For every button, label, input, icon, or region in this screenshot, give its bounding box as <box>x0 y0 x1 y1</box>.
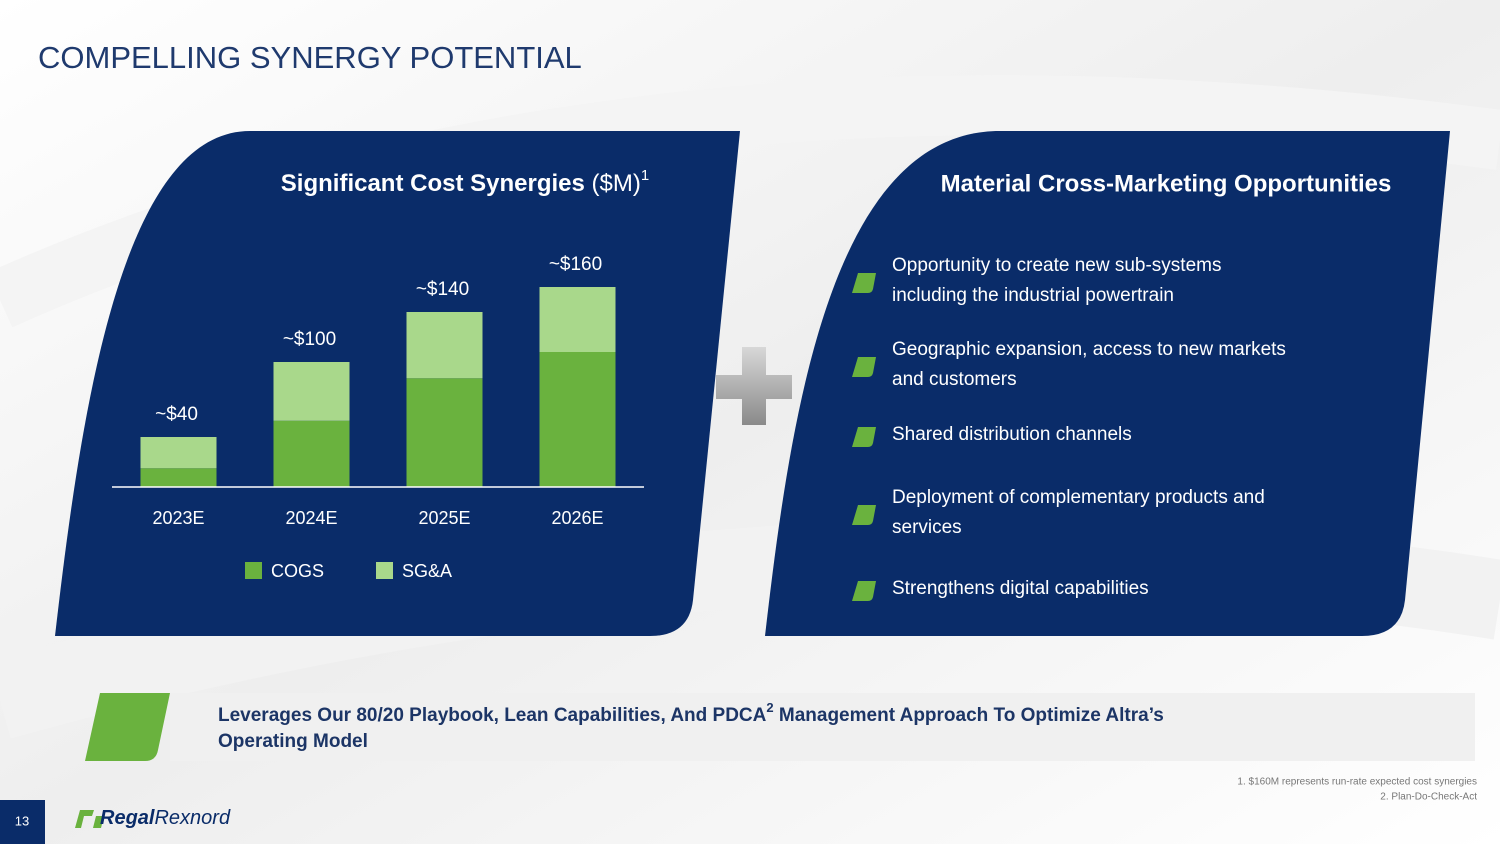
footnote: 1. $160M represents run-rate expected co… <box>1237 777 1477 788</box>
bullet-list: Opportunity to create new sub-systems inc… <box>852 255 1286 601</box>
bullet-text: and customers <box>892 369 1017 390</box>
bullet-text: Opportunity to create new sub-systems <box>892 255 1221 276</box>
bar-segment <box>273 362 350 421</box>
bullet-text: Shared distribution channels <box>892 424 1132 445</box>
chart-title-unit: ($M) <box>592 170 641 197</box>
bar-segment <box>140 437 217 469</box>
legend-swatch <box>245 562 262 579</box>
total-label: ~$160 <box>549 254 602 275</box>
page-number-box <box>0 800 45 844</box>
banner-text-part: Leverages Our 80/20 Playbook, Lean Capab… <box>218 705 767 726</box>
bullet-leaf <box>852 505 876 525</box>
banner <box>170 693 1475 761</box>
footnote: 2. Plan-Do-Check-Act <box>1380 792 1477 803</box>
bullet-text: Geographic expansion, access to new mark… <box>892 339 1286 360</box>
bullet-leaf <box>852 427 876 447</box>
chart-title: Significant Cost Synergies ($M)1 <box>281 167 649 197</box>
bar-segment <box>273 420 350 487</box>
footnote-ref: 2 <box>766 700 773 715</box>
x-tick-label: 2023E <box>152 508 204 528</box>
bullet-text: Deployment of complementary products and <box>892 487 1265 508</box>
x-tick-label: 2026E <box>551 508 603 528</box>
legend-label: COGS <box>271 561 324 581</box>
bullet-text: Strengthens digital capabilities <box>892 578 1149 599</box>
page-number: 13 <box>15 813 29 828</box>
bullet-leaf <box>852 273 876 293</box>
bar-segment <box>140 468 217 487</box>
cross-marketing-panel <box>765 131 1450 636</box>
logo-part: Regal <box>100 807 155 829</box>
bar-segment <box>539 352 616 487</box>
bullet-text: including the industrial powertrain <box>892 285 1174 306</box>
legend-swatch <box>376 562 393 579</box>
total-label: ~$100 <box>283 329 336 350</box>
bar-segment <box>406 312 483 379</box>
bullet-text: services <box>892 517 962 538</box>
bullet-leaf <box>852 357 876 377</box>
panel-title: Material Cross-Marketing Opportunities <box>941 170 1392 197</box>
footnote-ref: 1 <box>641 167 649 184</box>
slide-title: COMPELLING SYNERGY POTENTIAL <box>38 40 582 75</box>
total-label: ~$40 <box>155 404 198 425</box>
banner-text: Leverages Our 80/20 Playbook, Lean Capab… <box>218 700 1164 726</box>
bullet-leaf <box>852 581 876 601</box>
total-label: ~$140 <box>416 279 469 300</box>
chart-title-main: Significant Cost Synergies <box>281 170 585 197</box>
banner-text-part: Management Approach To Optimize Altra’s <box>774 705 1164 726</box>
bar-segment <box>539 287 616 352</box>
banner-text: Operating Model <box>218 731 368 752</box>
logo-part: Rexnord <box>154 807 230 829</box>
logo: RegalRexnord <box>100 807 231 829</box>
banner-leaf <box>85 693 170 761</box>
plus-icon <box>716 347 792 425</box>
x-tick-label: 2024E <box>285 508 337 528</box>
legend-label: SG&A <box>402 561 452 581</box>
chart-panel <box>55 131 740 636</box>
x-tick-label: 2025E <box>418 508 470 528</box>
logo-mark <box>75 810 104 828</box>
bar-segment <box>406 378 483 487</box>
chart: ~$40 2023E ~$100 2024E ~$140 2025E ~$160 2026E C… <box>112 254 644 581</box>
